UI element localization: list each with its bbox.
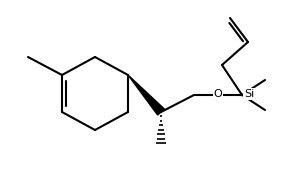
Text: Si: Si <box>244 89 254 99</box>
Text: O: O <box>214 89 222 99</box>
Polygon shape <box>128 75 164 115</box>
